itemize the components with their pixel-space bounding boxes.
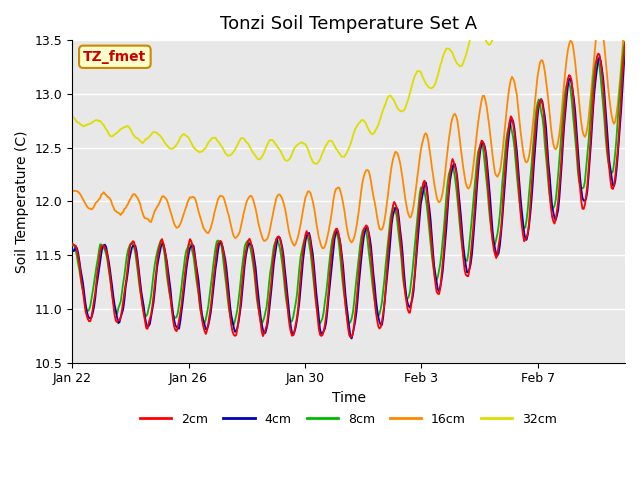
Y-axis label: Soil Temperature (C): Soil Temperature (C) [15,130,29,273]
Text: TZ_fmet: TZ_fmet [83,50,147,64]
X-axis label: Time: Time [332,391,365,405]
Legend: 2cm, 4cm, 8cm, 16cm, 32cm: 2cm, 4cm, 8cm, 16cm, 32cm [135,408,562,431]
Title: Tonzi Soil Temperature Set A: Tonzi Soil Temperature Set A [220,15,477,33]
